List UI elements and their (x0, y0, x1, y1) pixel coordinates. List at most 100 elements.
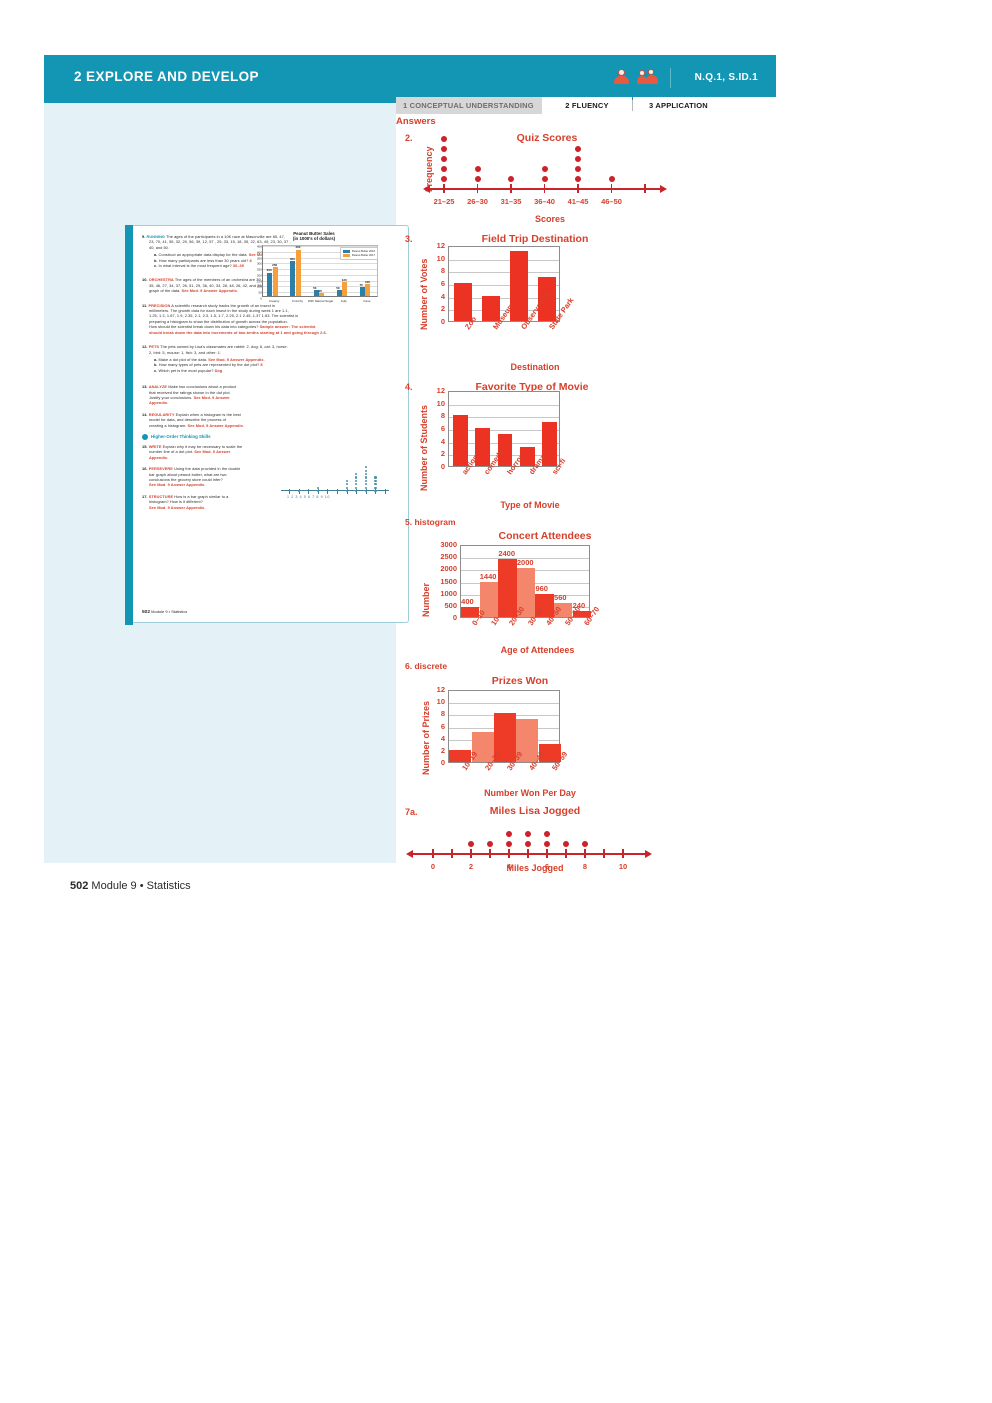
mini-dot-plot-dot (364, 486, 367, 489)
legend-swatch-2016 (342, 249, 350, 253)
prizes-bar (471, 731, 494, 762)
student-page-sheet[interactable]: 9. RUNNING The ages of the participants … (125, 225, 409, 625)
peanut-bar-2016 (336, 290, 342, 296)
prizes-ylabel: Number of Prizes (421, 700, 431, 775)
mini-dot-plot-dot (316, 486, 319, 489)
miles-tick-label: 2 (468, 862, 474, 871)
exercise-11-number: 11. (142, 302, 148, 308)
miles-dot (582, 841, 588, 847)
peanut-bar-2017 (365, 284, 371, 296)
field-trip-bar (509, 251, 529, 321)
answer-item-6-label: 6. discrete (405, 661, 448, 671)
miles-tick (546, 849, 548, 858)
mini-dot-plot-dot (345, 479, 348, 482)
exercise-11: 11. PRECISION A scientific research stud… (142, 303, 398, 335)
quiz-scores-tick (543, 184, 546, 193)
quiz-scores-tick (610, 184, 613, 193)
mini-dot-plot-dot (374, 483, 377, 486)
exercise-13-number: 13. (142, 384, 148, 390)
miles-dot (468, 841, 474, 847)
miles-axis-arrow-left (406, 850, 413, 858)
exercise-17-line-1: How is a bar graph similar to a (174, 493, 229, 499)
exercise-9a-text: Construct an appropriate data display fo… (158, 252, 248, 258)
field-trip-bar (481, 295, 501, 321)
concert-y-tick-label: 500 (444, 600, 457, 610)
exercise-13-answer-2: Appendix. (149, 400, 169, 406)
exercise-15-answer-2: Appendix. (149, 454, 169, 460)
field-trip-y-tick-label: 12 (436, 241, 445, 250)
exercise-16-line-3: conclusions the grocery store could infe… (149, 477, 223, 482)
exercise-17-number: 17. (142, 493, 148, 499)
quiz-scores-dot (575, 156, 581, 162)
product-ratings-dot-plot: 1 2 3 4 5 6 7 8 9 10 (281, 448, 391, 500)
concert-bar (535, 593, 554, 617)
field-trip-ylabel: Number of Votes (419, 258, 429, 330)
standards-label: N.Q.1, S.ID.1 (694, 72, 758, 83)
movie-y-tick-label: 12 (436, 386, 445, 395)
document-page-number: 502 (70, 880, 89, 892)
exercise-13: 13. ANALYZE Make two conclusions about a… (142, 384, 284, 406)
field-trip-y-tick-label: 8 (440, 266, 445, 276)
mini-dot-plot-dot (297, 490, 300, 493)
exercise-12c-label: c. (154, 367, 158, 373)
concert-y-tick-label: 2500 (440, 552, 457, 562)
movie-gridline (449, 417, 559, 419)
exercise-17: 17. STRUCTURE How is a bar graph similar… (142, 494, 282, 510)
miles-tick-label: 0 (430, 862, 436, 871)
miles-tick (622, 849, 624, 858)
peanut-chart-title-line1: Peanut Butter Sales (293, 231, 335, 236)
peanut-y-tick-label: 200 (256, 273, 262, 278)
tab-separator (632, 100, 633, 111)
movie-y-tick-label: 6 (440, 424, 445, 433)
concert-bar (498, 558, 517, 617)
exercise-10-keyword: ORCHESTRA (148, 277, 174, 283)
concert-bar-value: 240 (572, 601, 586, 611)
peanut-bar-2017-value: 250 (272, 262, 278, 267)
people-group-icon[interactable] (637, 68, 658, 85)
quiz-scores-tick-label: 26–30 (467, 197, 488, 206)
tab-fluency[interactable]: 2 FLUENCY (542, 97, 632, 114)
miles-tick (489, 849, 491, 858)
peanut-category-label: Creamy (268, 299, 280, 303)
header-icon-group (613, 68, 658, 85)
peanut-chart-title-line2: (in 1000's of dollars) (292, 235, 336, 241)
answer-item-4-number: 4. (405, 382, 413, 392)
miles-tick (451, 849, 453, 858)
exercise-11-keyword: PRECISION (148, 302, 171, 308)
tab-application[interactable]: 3 APPLICATION (633, 97, 776, 114)
peanut-category-label: With Natural Sugar (307, 299, 334, 303)
exercise-12-line-2: 2, bird: 5, mouse: 1, fish: 3, and other… (149, 349, 222, 355)
concert-xlabel: Age of Attendees (500, 645, 575, 655)
exercise-14-line-3: creating a histogram. (149, 422, 187, 428)
peanut-y-tick-label: 350 (256, 255, 262, 260)
peanut-y-tick-label: 250 (256, 267, 262, 272)
peanut-bar-2016 (359, 287, 365, 296)
quiz-scores-tick-label: 41–45 (567, 197, 589, 206)
prizes-y-tick-label: 12 (436, 685, 445, 694)
miles-dot (544, 841, 550, 847)
dot-plot-axis (281, 490, 389, 491)
miles-dot (544, 831, 550, 837)
quiz-scores-dot (441, 176, 447, 182)
exercise-9c-text: In what interval is the most frequent ag… (158, 263, 232, 269)
field-trip-y-tick-label: 4 (440, 291, 445, 301)
field-trip-gridline (449, 272, 559, 274)
person-icon[interactable] (613, 68, 630, 85)
miles-tick (565, 849, 567, 858)
prizes-y-tick-label: 8 (440, 709, 445, 719)
document-footer: 502 Module 9 • Statistics (70, 880, 191, 892)
exercise-12: 12. PETS The pets owned by Lisa's classm… (142, 344, 398, 373)
exercise-14-line-1: Explain when a histogram is the best (175, 411, 241, 417)
header-divider (670, 68, 671, 88)
miles-tick (603, 849, 605, 858)
exercise-12-keyword: PETS (148, 344, 160, 350)
peanut-category-label: Crunchy (291, 299, 303, 303)
miles-tick-label: 8 (582, 862, 588, 871)
tab-conceptual-understanding[interactable]: 1 CONCEPTUAL UNDERSTANDING (396, 97, 542, 114)
peanut-bar-2017-value: 120 (341, 277, 347, 282)
quiz-scores-tick-label: 36–40 (534, 197, 555, 206)
mini-dot-plot-dot (355, 476, 358, 479)
mini-dot-plot-dot (374, 476, 377, 479)
exercise-16-number: 16. (142, 466, 148, 472)
field-trip-gridline (449, 310, 559, 312)
